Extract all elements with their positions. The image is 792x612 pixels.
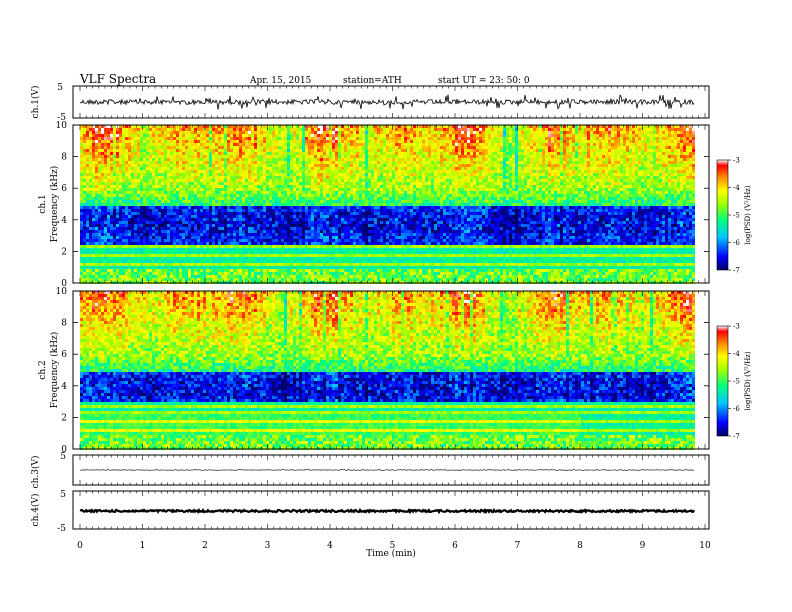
colorbar-tick-label: -3: [733, 323, 740, 331]
ch2-colorbar: [717, 326, 728, 436]
time-tick-label: 4: [327, 541, 333, 551]
freq-tick-label: 6: [61, 184, 67, 194]
ch1-colorbar: [717, 160, 728, 270]
time-tick-label: 7: [515, 541, 521, 551]
time-tick-label: 1: [140, 541, 146, 551]
freq-tick-label: 10: [56, 121, 68, 131]
freq-tick-label: 8: [61, 153, 67, 163]
ch1-spectrogram-image: [80, 125, 695, 284]
ch4-ytick-top: 5: [60, 490, 66, 500]
colorbar-tick-label: -7: [733, 267, 740, 275]
time-tick-label: 6: [452, 541, 458, 551]
station-label: station=ATH: [343, 76, 402, 86]
ch3-ytick-top: 5: [60, 452, 66, 462]
time-tick-label: 2: [202, 541, 208, 551]
time-tick-label: 0: [77, 541, 83, 551]
vlf-spectra-figure: VLF Spectra Apr. 15, 2015 station=ATH st…: [0, 0, 792, 612]
figure-title: VLF Spectra: [79, 72, 156, 86]
time-tick-label: 10: [699, 541, 711, 551]
colorbar-tick-label: -5: [733, 378, 740, 386]
ch1-channel-label: ch.1: [38, 194, 48, 213]
time-tick-label: 3: [265, 541, 271, 551]
ch2-colorbar-label: log(PSD) (V²/Hz): [744, 351, 752, 410]
ch4-ytick-bottom: -5: [57, 524, 66, 534]
colorbar-tick-label: -5: [733, 212, 740, 220]
time-tick-label: 8: [577, 541, 583, 551]
ch1-freq-ylabel: Frequency (kHz): [49, 166, 60, 243]
ch3-waveform-panel: 5 ch.3(V): [30, 452, 709, 488]
time-tick-label: 9: [640, 541, 646, 551]
ch1-ytick-top: 5: [57, 83, 63, 93]
ch2-freq-ylabel: Frequency (kHz): [49, 332, 60, 409]
colorbar-tick-label: -4: [733, 350, 740, 358]
ch1-waveform-ylabel: ch.1(V): [30, 86, 41, 119]
colorbar-tick-label: -6: [733, 405, 740, 413]
ch4-waveform-panel: 5 -5 ch.4(V): [30, 490, 709, 534]
colorbar-tick-label: -3: [733, 157, 740, 165]
colorbar-tick-label: -6: [733, 239, 740, 247]
ch1-waveform-trace: [80, 95, 694, 110]
date-label: Apr. 15, 2015: [249, 76, 312, 86]
ch4-waveform-trace: [80, 510, 694, 512]
colorbar-tick-label: -4: [733, 184, 740, 192]
ch2-colorbar-ticks: -3 -4 -5 -6 -7: [728, 323, 740, 441]
freq-tick-label: 8: [61, 319, 67, 329]
freq-tick-label: 4: [61, 216, 67, 226]
colorbar-tick-label: -7: [733, 433, 740, 441]
freq-tick-label: 10: [56, 287, 68, 297]
time-axis-label: Time (min): [366, 548, 416, 559]
ch1-waveform-panel: 5 -5 ch.1(V): [30, 83, 709, 123]
ch4-waveform-ylabel: ch.4(V): [30, 494, 41, 527]
freq-tick-label: 2: [61, 247, 67, 257]
start-time-label: start UT = 23: 50: 0: [438, 76, 530, 86]
freq-tick-label: 4: [61, 382, 67, 392]
ch2-spectrogram-image: [80, 291, 695, 450]
ch1-colorbar-label: log(PSD) (V²/Hz): [744, 185, 752, 244]
freq-tick-label: 6: [61, 350, 67, 360]
ch3-waveform-trace: [80, 470, 694, 471]
ch2-channel-label: ch.2: [38, 360, 48, 379]
ch3-waveform-ylabel: ch.3(V): [30, 456, 41, 489]
ch1-colorbar-ticks: -3 -4 -5 -6 -7: [728, 157, 740, 275]
freq-tick-label: 2: [61, 413, 67, 423]
